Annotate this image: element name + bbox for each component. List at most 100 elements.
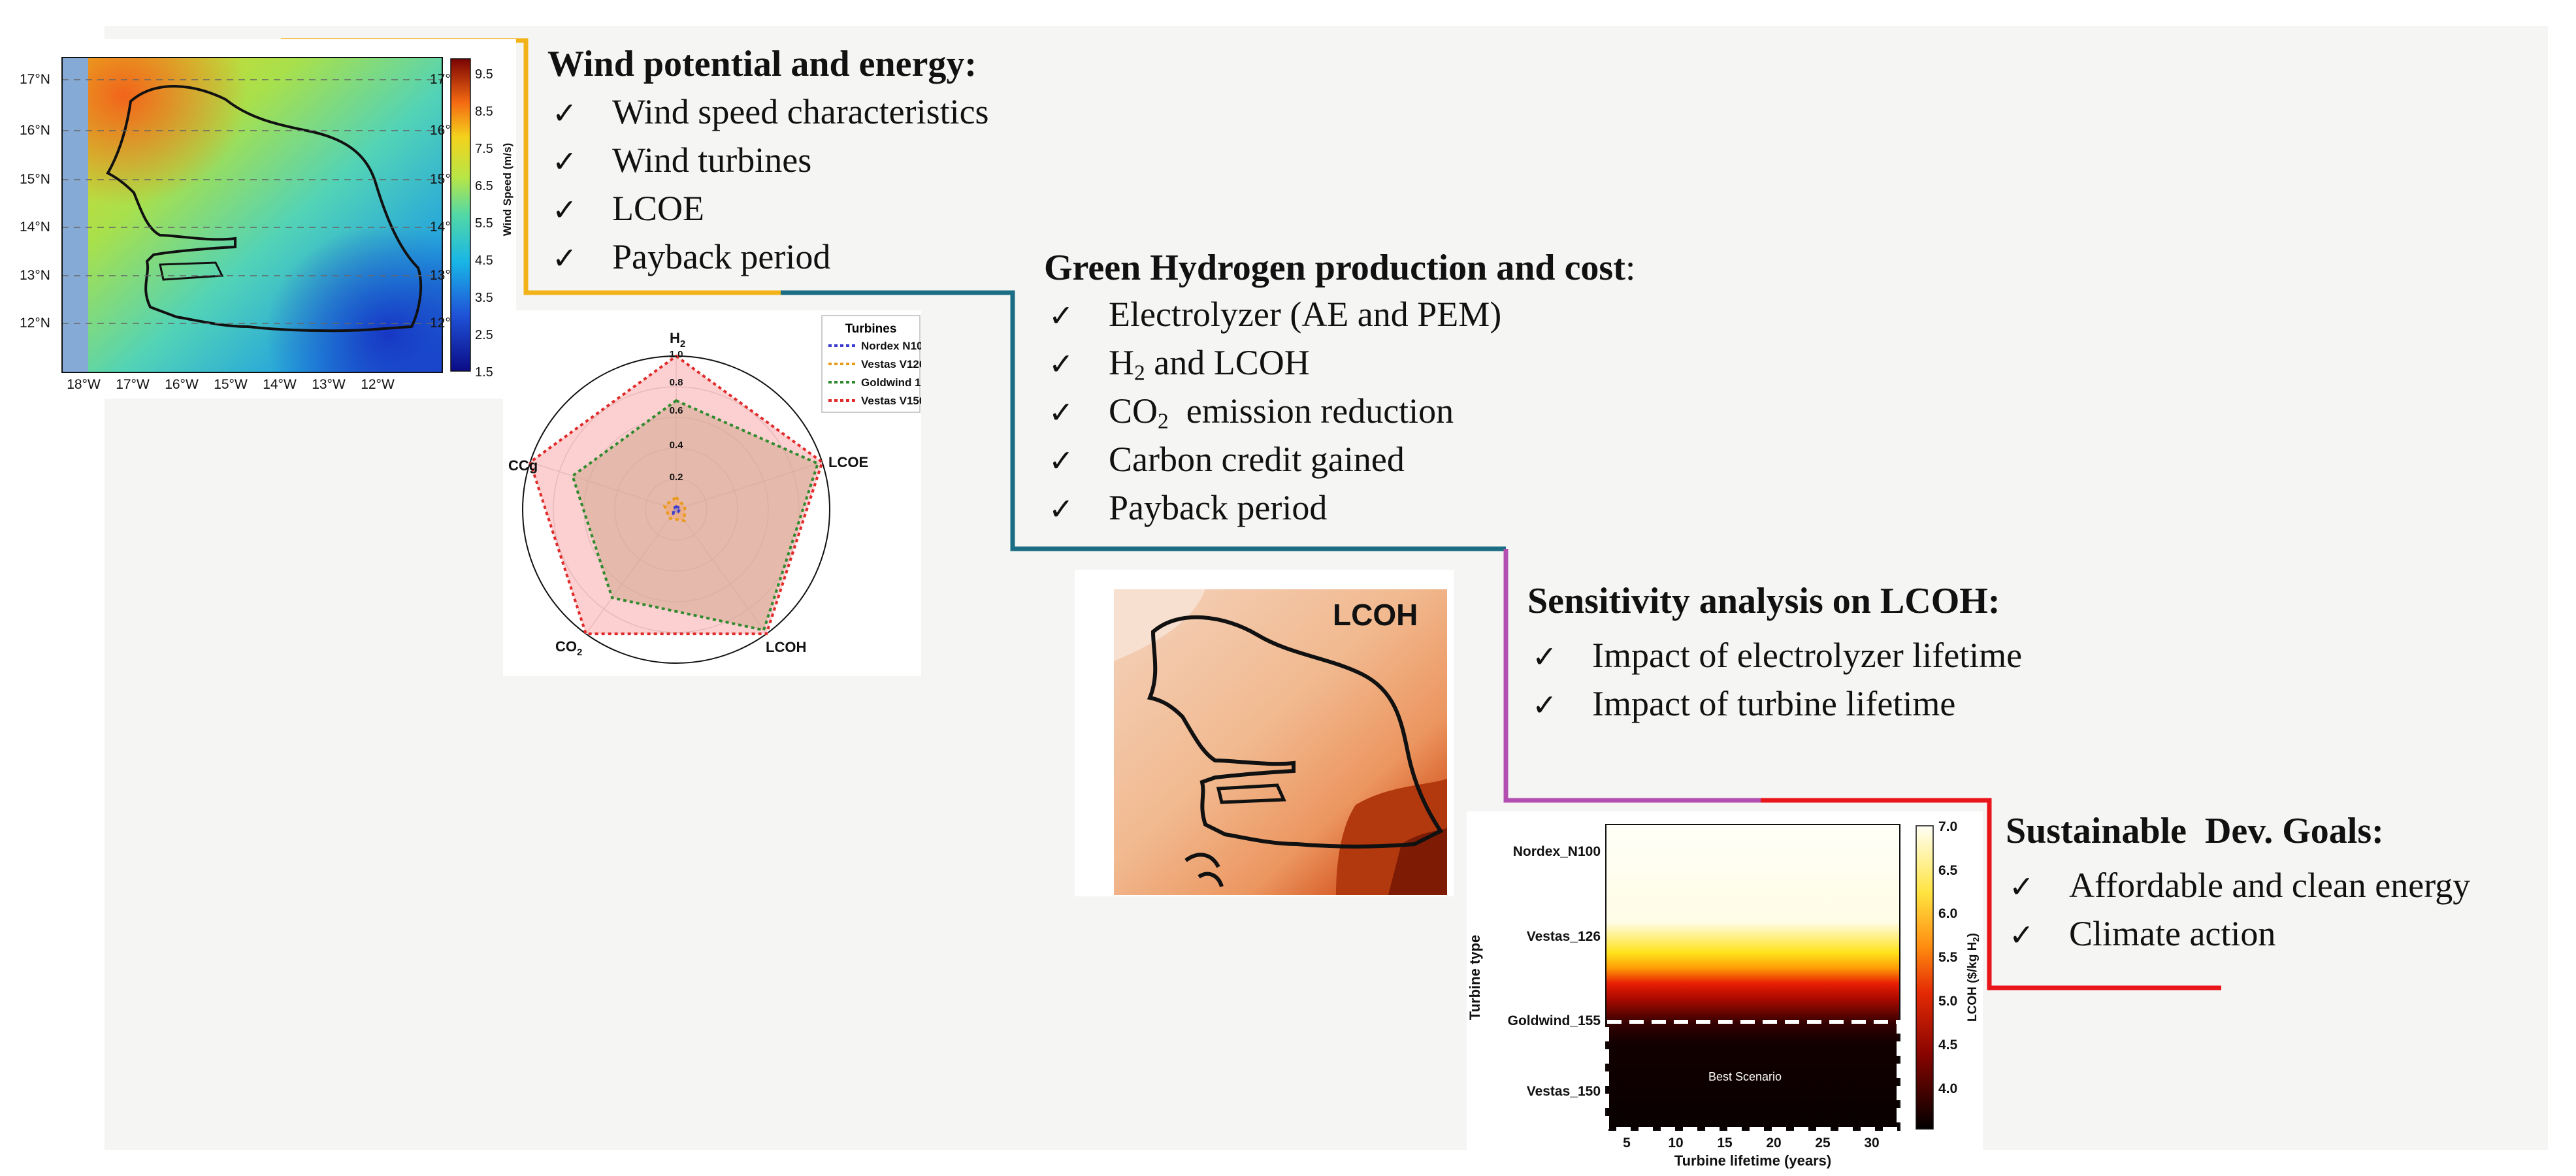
y-tick: Goldwind_155 [1508,1013,1601,1028]
section-list-wind: ✓ Wind speed characteristics ✓ Wind turbin… [552,88,989,281]
x-tick: 25 [1815,1135,1831,1151]
senegal-outline [106,85,423,333]
heatmap-colorbar-label: LCOH ($/kg H2) [1966,933,1981,1022]
legend-label: Goldwind 155 [861,376,921,389]
radar-axis-co2: CO2 [555,638,582,658]
heatmap-x-ticks: 5 10 15 20 25 30 [1623,1135,1880,1151]
checkmark-icon: ✓ [1049,491,1074,527]
radar-axis-ccg: CCg [508,457,538,474]
checkmark-icon: ✓ [1049,298,1074,333]
checkmark-icon: ✓ [1049,346,1074,382]
radial-tick: 0.4 [670,440,684,451]
x-tick: 10 [1668,1135,1683,1151]
lcoh-map-label: LCOH [1333,598,1418,632]
x-tick: 5 [1623,1135,1631,1151]
section-title-wind: Wind potential and energy: [547,44,977,84]
lat-label: 12°N [20,316,50,331]
map-ocean-strip [62,57,88,372]
colorbar-tick: 6.5 [475,179,493,193]
lat-label: 17° [430,72,451,87]
legend-label: Vestas V150 [861,395,921,407]
lon-label: 17°W [116,377,150,392]
y-tick: Nordex_N100 [1513,844,1601,859]
radial-tick: 0.8 [670,377,683,388]
list-item: ✓ CO2 emission reduction [1049,387,1501,435]
colorbar-tick: 9.5 [475,67,493,82]
section-list-hydrogen: ✓ Electrolyzer (AE and PEM) ✓ H2 and LCOH … [1049,290,1501,532]
list-item: ✓ H2 and LCOH [1049,338,1501,387]
best-scenario-box [1605,1020,1900,1131]
section-title-sensitivity: Sensitivity analysis on LCOH: [1527,581,2000,621]
radar-radial-ticks: 1.0 0.8 0.6 0.4 0.2 [670,349,684,483]
radar-axis-h2: H2 [670,330,685,350]
lcoh-map-figure: LCOH [1075,570,1454,896]
list-item: ✓ Impact of electrolyzer lifetime [1532,631,2022,679]
list-item: ✓ Carbon credit gained [1049,435,1501,483]
radar-series [529,354,824,636]
lcoh-senegal-outline [1147,615,1444,849]
connector-sensitivity [1503,549,1761,803]
heatmap-colorbar [1916,825,1934,1130]
radar-axis-lcoh: LCOH [766,639,806,655]
map-gridlines [62,79,442,324]
best-scenario-label: Best Scenario [1708,1070,1782,1083]
section-list-sdg: ✓ Affordable and clean energy ✓ Climate ac… [2009,861,2470,958]
heatmap-figure: Best Scenario Nordex_N100 Vestas_126 Gol… [1467,811,1983,1171]
section-list-sensitivity: ✓ Impact of electrolyzer lifetime ✓ Impact… [1532,631,2022,728]
y-tick: Vestas_126 [1527,929,1601,944]
list-item: ✓ Payback period [552,233,989,281]
legend-title: Turbines [845,322,897,336]
lon-labels: 18°W 17°W 16°W 15°W 14°W 13°W 12°W [67,377,395,392]
heatmap-chart: Best Scenario Nordex_N100 Vestas_126 Gol… [1467,819,1981,1169]
checkmark-icon: ✓ [2009,869,2034,904]
radar-series-nordex-n100 [672,505,683,515]
wind-colorbar-ticks: 9.5 8.5 7.5 6.5 5.5 4.5 3.5 2.5 1.5 [475,67,493,380]
checkmark-icon: ✓ [2009,917,2034,953]
colorbar-tick: 2.5 [475,328,493,342]
radial-tick: 0.2 [670,472,683,483]
lat-label: 15°N [20,172,50,187]
heatmap-y-label: Turbine type [1467,935,1483,1020]
wind-speed-map-figure: 17°N 16°N 15°N 14°N 13°N 12°N 17° 16° 15… [0,39,516,399]
lat-label: 12° [430,316,451,331]
checkmark-icon: ✓ [1049,395,1074,430]
legend-label: Vestas V126 [861,358,921,370]
radar-axis-lcoe: LCOE [828,454,868,470]
lat-label: 16°N [20,123,50,138]
radial-tick: 0.6 [670,405,683,416]
checkmark-icon: ✓ [552,95,578,131]
colorbar-tick: 7.0 [1938,819,1957,834]
heatmap-x-label: Turbine lifetime (years) [1674,1152,1831,1169]
x-tick: 15 [1717,1135,1733,1151]
radar-axis-labels: H2 LCOE LCOH CO2 CCg [508,330,868,658]
colorbar-tick: 1.5 [475,365,493,380]
checkmark-icon: ✓ [1049,443,1074,478]
connector-hydrogen [781,290,1506,551]
lat-label: 13° [430,268,451,283]
list-item: ✓ Wind turbines [552,136,989,184]
lon-label: 14°W [263,377,297,392]
lcoh-map: LCOH [1075,570,1454,896]
list-item: ✓ Impact of turbine lifetime [1532,679,2022,728]
lon-label: 18°W [67,377,101,392]
colorbar-tick: 4.0 [1938,1081,1957,1096]
colorbar-tick: 5.0 [1938,994,1957,1009]
checkmark-icon: ✓ [1532,639,1557,674]
list-item: ✓ LCOE [552,184,989,233]
x-tick: 30 [1864,1135,1879,1151]
radar-chart-figure: 1.0 0.8 0.6 0.4 0.2 H2 LCOE LCOH CO2 CCg… [503,310,921,676]
lon-label: 12°W [361,377,395,392]
colorbar-tick: 5.5 [475,216,493,231]
list-item: ✓ Climate action [2009,909,2470,958]
colorbar-tick: 4.5 [475,253,493,268]
lat-labels: 17°N 16°N 15°N 14°N 13°N 12°N [20,72,50,331]
checkmark-icon: ✓ [552,144,578,179]
lat-label: 13°N [20,268,50,283]
section-title-sdg: Sustainable Dev. Goals: [2006,811,2384,851]
section-title-hydrogen: Green Hydrogen production and cost: [1044,248,1636,288]
colorbar-tick: 7.5 [475,142,493,156]
heatmap-field [1605,824,1900,1131]
heatmap-colorbar-ticks: 7.0 6.5 6.0 5.5 5.0 4.5 4.0 [1938,819,1958,1096]
lat-label: 15° [430,172,451,187]
radar-series-goldwind-155 [570,399,820,632]
